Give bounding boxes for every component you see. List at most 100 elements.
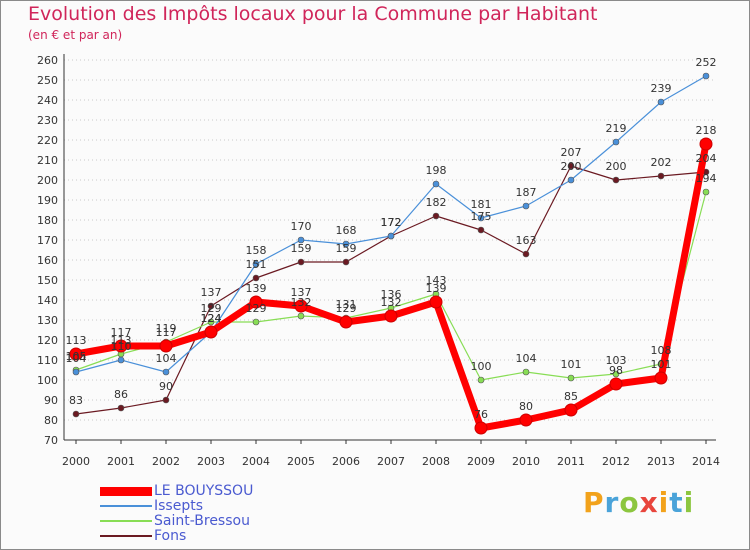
- x-tick-label: 2012: [602, 455, 630, 468]
- legend-label: LE BOUYSSOU: [154, 483, 254, 499]
- data-label: 181: [471, 198, 492, 211]
- data-point: [657, 98, 665, 106]
- x-tick-label: 2007: [377, 455, 405, 468]
- data-label: 187: [516, 186, 537, 199]
- data-label: 198: [426, 164, 447, 177]
- data-label: 239: [651, 82, 672, 95]
- data-label: 86: [114, 388, 128, 401]
- legend-swatch: [100, 505, 152, 507]
- data-label: 117: [111, 326, 132, 339]
- x-tick-label: 2003: [197, 455, 225, 468]
- x-tick-label: 2013: [647, 455, 675, 468]
- data-point: [384, 309, 398, 323]
- data-point: [699, 137, 713, 151]
- data-label: 172: [381, 216, 402, 229]
- data-point: [69, 347, 83, 361]
- data-label: 252: [696, 56, 717, 69]
- data-label: 83: [69, 394, 83, 407]
- data-point: [477, 226, 485, 234]
- data-label: 139: [246, 282, 267, 295]
- x-tick-label: 2000: [62, 455, 90, 468]
- data-point: [702, 72, 710, 80]
- y-tick-label: 100: [37, 374, 58, 387]
- legend-label: Fons: [154, 528, 187, 544]
- data-point: [609, 377, 623, 391]
- legend-swatch: [100, 520, 152, 522]
- data-point: [162, 368, 170, 376]
- data-label: 100: [471, 360, 492, 373]
- x-tick-label: 2001: [107, 455, 135, 468]
- data-label: 110: [111, 340, 132, 353]
- data-point: [474, 421, 488, 435]
- data-point: [342, 258, 350, 266]
- data-point: [342, 240, 350, 248]
- data-point: [564, 403, 578, 417]
- data-label: 132: [291, 296, 312, 309]
- data-label: 80: [519, 400, 533, 413]
- data-label: 129: [246, 302, 267, 315]
- x-tick-label: 2010: [512, 455, 540, 468]
- data-label: 113: [66, 334, 87, 347]
- logo-letter: x: [639, 486, 659, 519]
- y-tick-label: 130: [37, 314, 58, 327]
- data-point: [522, 202, 530, 210]
- data-label: 132: [381, 296, 402, 309]
- data-label: 137: [291, 286, 312, 299]
- y-tick-label: 90: [44, 394, 58, 407]
- y-tick-label: 120: [37, 334, 58, 347]
- data-label: 219: [606, 122, 627, 135]
- logo-letter: t: [669, 486, 684, 519]
- data-point: [252, 274, 260, 282]
- data-point: [477, 376, 485, 384]
- data-point: [567, 374, 575, 382]
- data-label: 85: [564, 390, 578, 403]
- data-point: [252, 260, 260, 268]
- data-label: 151: [246, 258, 267, 271]
- data-label: 119: [156, 322, 177, 335]
- x-tick-label: 2009: [467, 455, 495, 468]
- data-label: 202: [651, 156, 672, 169]
- y-tick-label: 160: [37, 254, 58, 267]
- data-point: [522, 368, 530, 376]
- data-point: [654, 371, 668, 385]
- data-label: 98: [609, 364, 623, 377]
- proxiti-logo: Proxiti: [583, 486, 694, 519]
- data-point: [429, 295, 443, 309]
- x-tick-label: 2006: [332, 455, 360, 468]
- legend-swatch: [100, 535, 152, 537]
- y-tick-label: 180: [37, 214, 58, 227]
- data-point: [72, 368, 80, 376]
- data-label: 218: [696, 124, 717, 137]
- data-point: [612, 370, 620, 378]
- data-point: [339, 315, 353, 329]
- x-tick-label: 2008: [422, 455, 450, 468]
- data-label: 105: [66, 350, 87, 363]
- legend-swatch: [100, 487, 152, 496]
- data-point: [204, 325, 218, 339]
- data-point: [432, 212, 440, 220]
- data-point: [117, 356, 125, 364]
- y-tick-label: 150: [37, 274, 58, 287]
- x-tick-label: 2005: [287, 455, 315, 468]
- logo-letter: i: [658, 486, 670, 519]
- data-point: [519, 413, 533, 427]
- y-tick-label: 260: [37, 54, 58, 67]
- data-point: [567, 176, 575, 184]
- chart-subtitle: (en € et par an): [28, 28, 123, 42]
- logo-letter: P: [583, 486, 605, 519]
- data-point: [117, 404, 125, 412]
- data-label: 139: [426, 282, 447, 295]
- x-tick-label: 2002: [152, 455, 180, 468]
- data-label: 104: [66, 352, 87, 365]
- y-tick-label: 230: [37, 114, 58, 127]
- data-point: [252, 318, 260, 326]
- y-tick-label: 140: [37, 294, 58, 307]
- data-label: 143: [426, 274, 447, 287]
- x-tick-label: 2014: [692, 455, 720, 468]
- data-label: 129: [201, 302, 222, 315]
- data-point: [522, 250, 530, 258]
- data-label: 129: [336, 302, 357, 315]
- y-tick-label: 80: [44, 414, 58, 427]
